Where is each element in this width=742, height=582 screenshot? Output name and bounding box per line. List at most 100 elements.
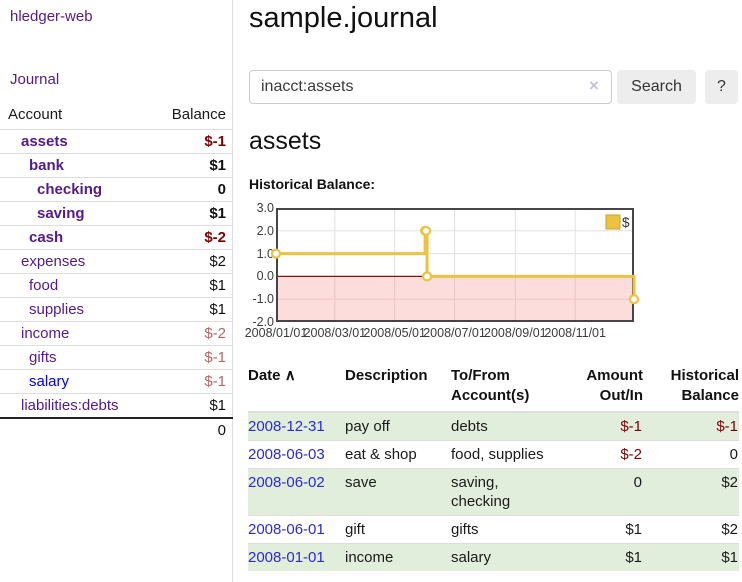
brand-link[interactable]: hledger-web [10,8,93,25]
account-name-cell: food [0,273,150,298]
register-row: 2008-06-03 eat & shop food, supplies $-2 0 [248,440,739,469]
amount-header-line1: Amount [586,367,643,384]
account-balance: $1 [150,297,233,322]
account-name-cell: saving [0,201,150,226]
account-row: income $-2 [0,321,233,346]
register-accounts-cell: salary [451,543,563,571]
register-accounts-cell: saving, checking [451,468,563,516]
register-balance-cell: $2 [643,468,739,516]
search-input[interactable] [249,70,612,104]
date-header-label: Date [248,367,281,384]
search-button[interactable]: Search [617,70,696,104]
register-col-description: Description [345,365,451,413]
account-name-cell: gifts [0,345,150,370]
account-link-supplies[interactable]: supplies [29,301,85,318]
account-name-cell: checking [0,177,150,202]
register-amount-cell: $-2 [563,440,643,469]
balance-header-line2: Balance [681,387,739,404]
account-name-cell: assets [0,129,150,154]
balance-header-line1: Historical [670,367,739,384]
register-date-cell: 2008-06-03 [248,440,345,469]
accounts-total-spacer [0,417,150,442]
register-balance-cell: $1 [643,543,739,571]
search-form: × Search ? [249,70,738,104]
register-date-cell: 2008-06-01 [248,515,345,544]
account-name-cell: supplies [0,297,150,322]
account-balance: $1 [150,201,233,226]
account-name-cell: salary [0,369,150,394]
sort-ascending-icon: ∧ [284,367,296,384]
y-axis-tick-label: 2.0 [256,223,274,238]
transaction-date-link[interactable]: 2008-06-03 [248,446,325,463]
account-link-checking[interactable]: checking [37,181,103,198]
historical-balance-chart: 3.0 2.0 1.0 0.0 -1.0 -2.0 2008/01/01 2008/03/01… [245,200,742,348]
account-row: food $1 [0,273,233,298]
y-axis-tick-label: 3.0 [256,201,274,215]
register-table: Date ∧ Description To/From Account(s) Am… [248,365,739,571]
x-axis-tick-label: 2008/11/01 [544,326,606,340]
register-description-cell: gift [345,515,451,544]
y-axis-tick-label: 1.0 [256,246,274,261]
tofrom-header-line2: Account(s) [451,387,530,404]
register-accounts-cell: debts [451,411,563,441]
clear-search-icon[interactable]: × [589,76,599,95]
register-description-cell: pay off [345,411,451,441]
account-link-saving[interactable]: saving [37,205,85,222]
account-link-expenses[interactable]: expenses [21,253,86,270]
account-balance: $1 [150,273,233,298]
accounts-col-account: Account [8,106,63,123]
y-axis-tick-label: 0.0 [256,269,274,284]
account-row: assets $-1 [0,129,233,154]
y-axis-tick-label: -1.0 [252,292,274,307]
account-link-gifts[interactable]: gifts [29,349,57,366]
account-link-income[interactable]: income [21,325,70,342]
account-balance: $2 [150,249,233,274]
account-balance: $-2 [150,225,233,250]
register-description-cell: income [345,543,451,571]
account-balance: $-1 [150,129,233,154]
account-link-bank[interactable]: bank [29,157,65,174]
accounts-col-balance: Balance [171,106,226,123]
register-amount-cell: $-1 [563,411,643,441]
account-balance: 0 [150,177,233,202]
x-axis-tick-label: 2008/03/01 [303,326,367,340]
transaction-date-link[interactable]: 2008-12-31 [248,418,325,435]
register-balance-cell: $-1 [643,411,739,441]
account-balance: $-1 [150,345,233,370]
help-button[interactable]: ? [705,70,738,104]
register-amount-cell: $1 [563,515,643,544]
register-row: 2008-06-02 save saving, checking 0 $2 [248,468,739,516]
transaction-date-link[interactable]: 2008-01-01 [248,549,325,566]
account-row: expenses $2 [0,249,233,274]
register-description-cell: save [345,468,451,516]
account-row: saving $1 [0,201,233,226]
account-row: bank $1 [0,153,233,178]
account-row: cash $-2 [0,225,233,250]
register-row: 2008-06-01 gift gifts $1 $2 [248,515,739,544]
register-row: 2008-01-01 income salary $1 $1 [248,543,739,571]
register-col-amount: Amount Out/In [563,365,643,413]
x-axis-tick-label: 2008/01/01 [244,326,308,340]
account-heading: assets [249,127,322,155]
register-accounts-cell: gifts [451,515,563,544]
register-date-cell: 2008-12-31 [248,411,345,441]
accounts-total-row: 0 [0,417,233,442]
x-axis-tick-label: 2008/05/01 [363,326,426,340]
chart-title: Historical Balance: [249,176,376,192]
account-link-liabilities-debts[interactable]: liabilities:debts [21,397,119,414]
accounts-table-header: Account Balance [0,102,233,130]
register-accounts-cell: food, supplies [451,440,563,469]
register-balance-cell: $2 [643,515,739,544]
account-link-food[interactable]: food [29,277,59,294]
legend-swatch [605,214,621,230]
transaction-date-link[interactable]: 2008-06-02 [248,474,325,491]
sidebar-item-journal[interactable]: Journal [10,71,60,88]
account-link-assets[interactable]: assets [21,133,68,150]
account-link-cash[interactable]: cash [29,229,64,246]
account-name-cell: bank [0,153,150,178]
register-col-date[interactable]: Date ∧ [248,365,345,413]
x-axis-tick-label: 2008/07/01 [423,326,486,340]
legend-label: $ [622,215,630,230]
account-link-salary[interactable]: salary [29,373,70,390]
transaction-date-link[interactable]: 2008-06-01 [248,521,325,538]
